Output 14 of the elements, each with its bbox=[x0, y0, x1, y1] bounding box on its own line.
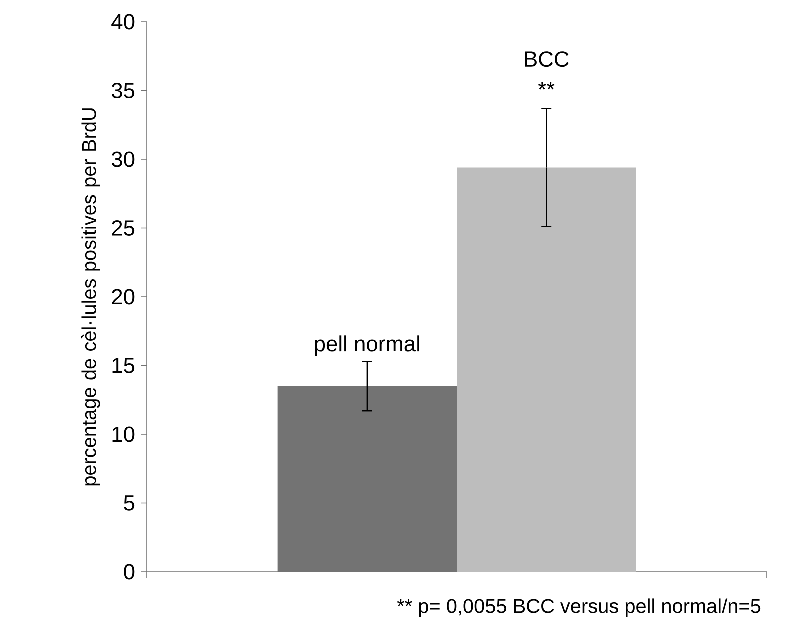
annotation: pell normal bbox=[315, 336, 420, 356]
annotation: BCC bbox=[525, 52, 569, 68]
y-tick-label: 25 bbox=[112, 220, 135, 236]
y-tick-label: 20 bbox=[112, 289, 135, 305]
y-tick-label: 0 bbox=[124, 564, 135, 580]
y-tick-label: 10 bbox=[112, 426, 135, 442]
y-tick-label: 30 bbox=[112, 152, 135, 168]
y-tick-label: 15 bbox=[112, 358, 135, 374]
annotation: ** bbox=[538, 82, 555, 90]
y-tick-label: 35 bbox=[112, 82, 135, 98]
y-axis-title: percentage de cèl·lules positives per BrdU bbox=[81, 108, 100, 486]
text: ** p= 0,0055 BCC versus pell normal/n=5 bbox=[397, 598, 761, 618]
y-tick-label: 5 bbox=[124, 496, 135, 511]
y-tick-label: 40 bbox=[112, 14, 135, 30]
